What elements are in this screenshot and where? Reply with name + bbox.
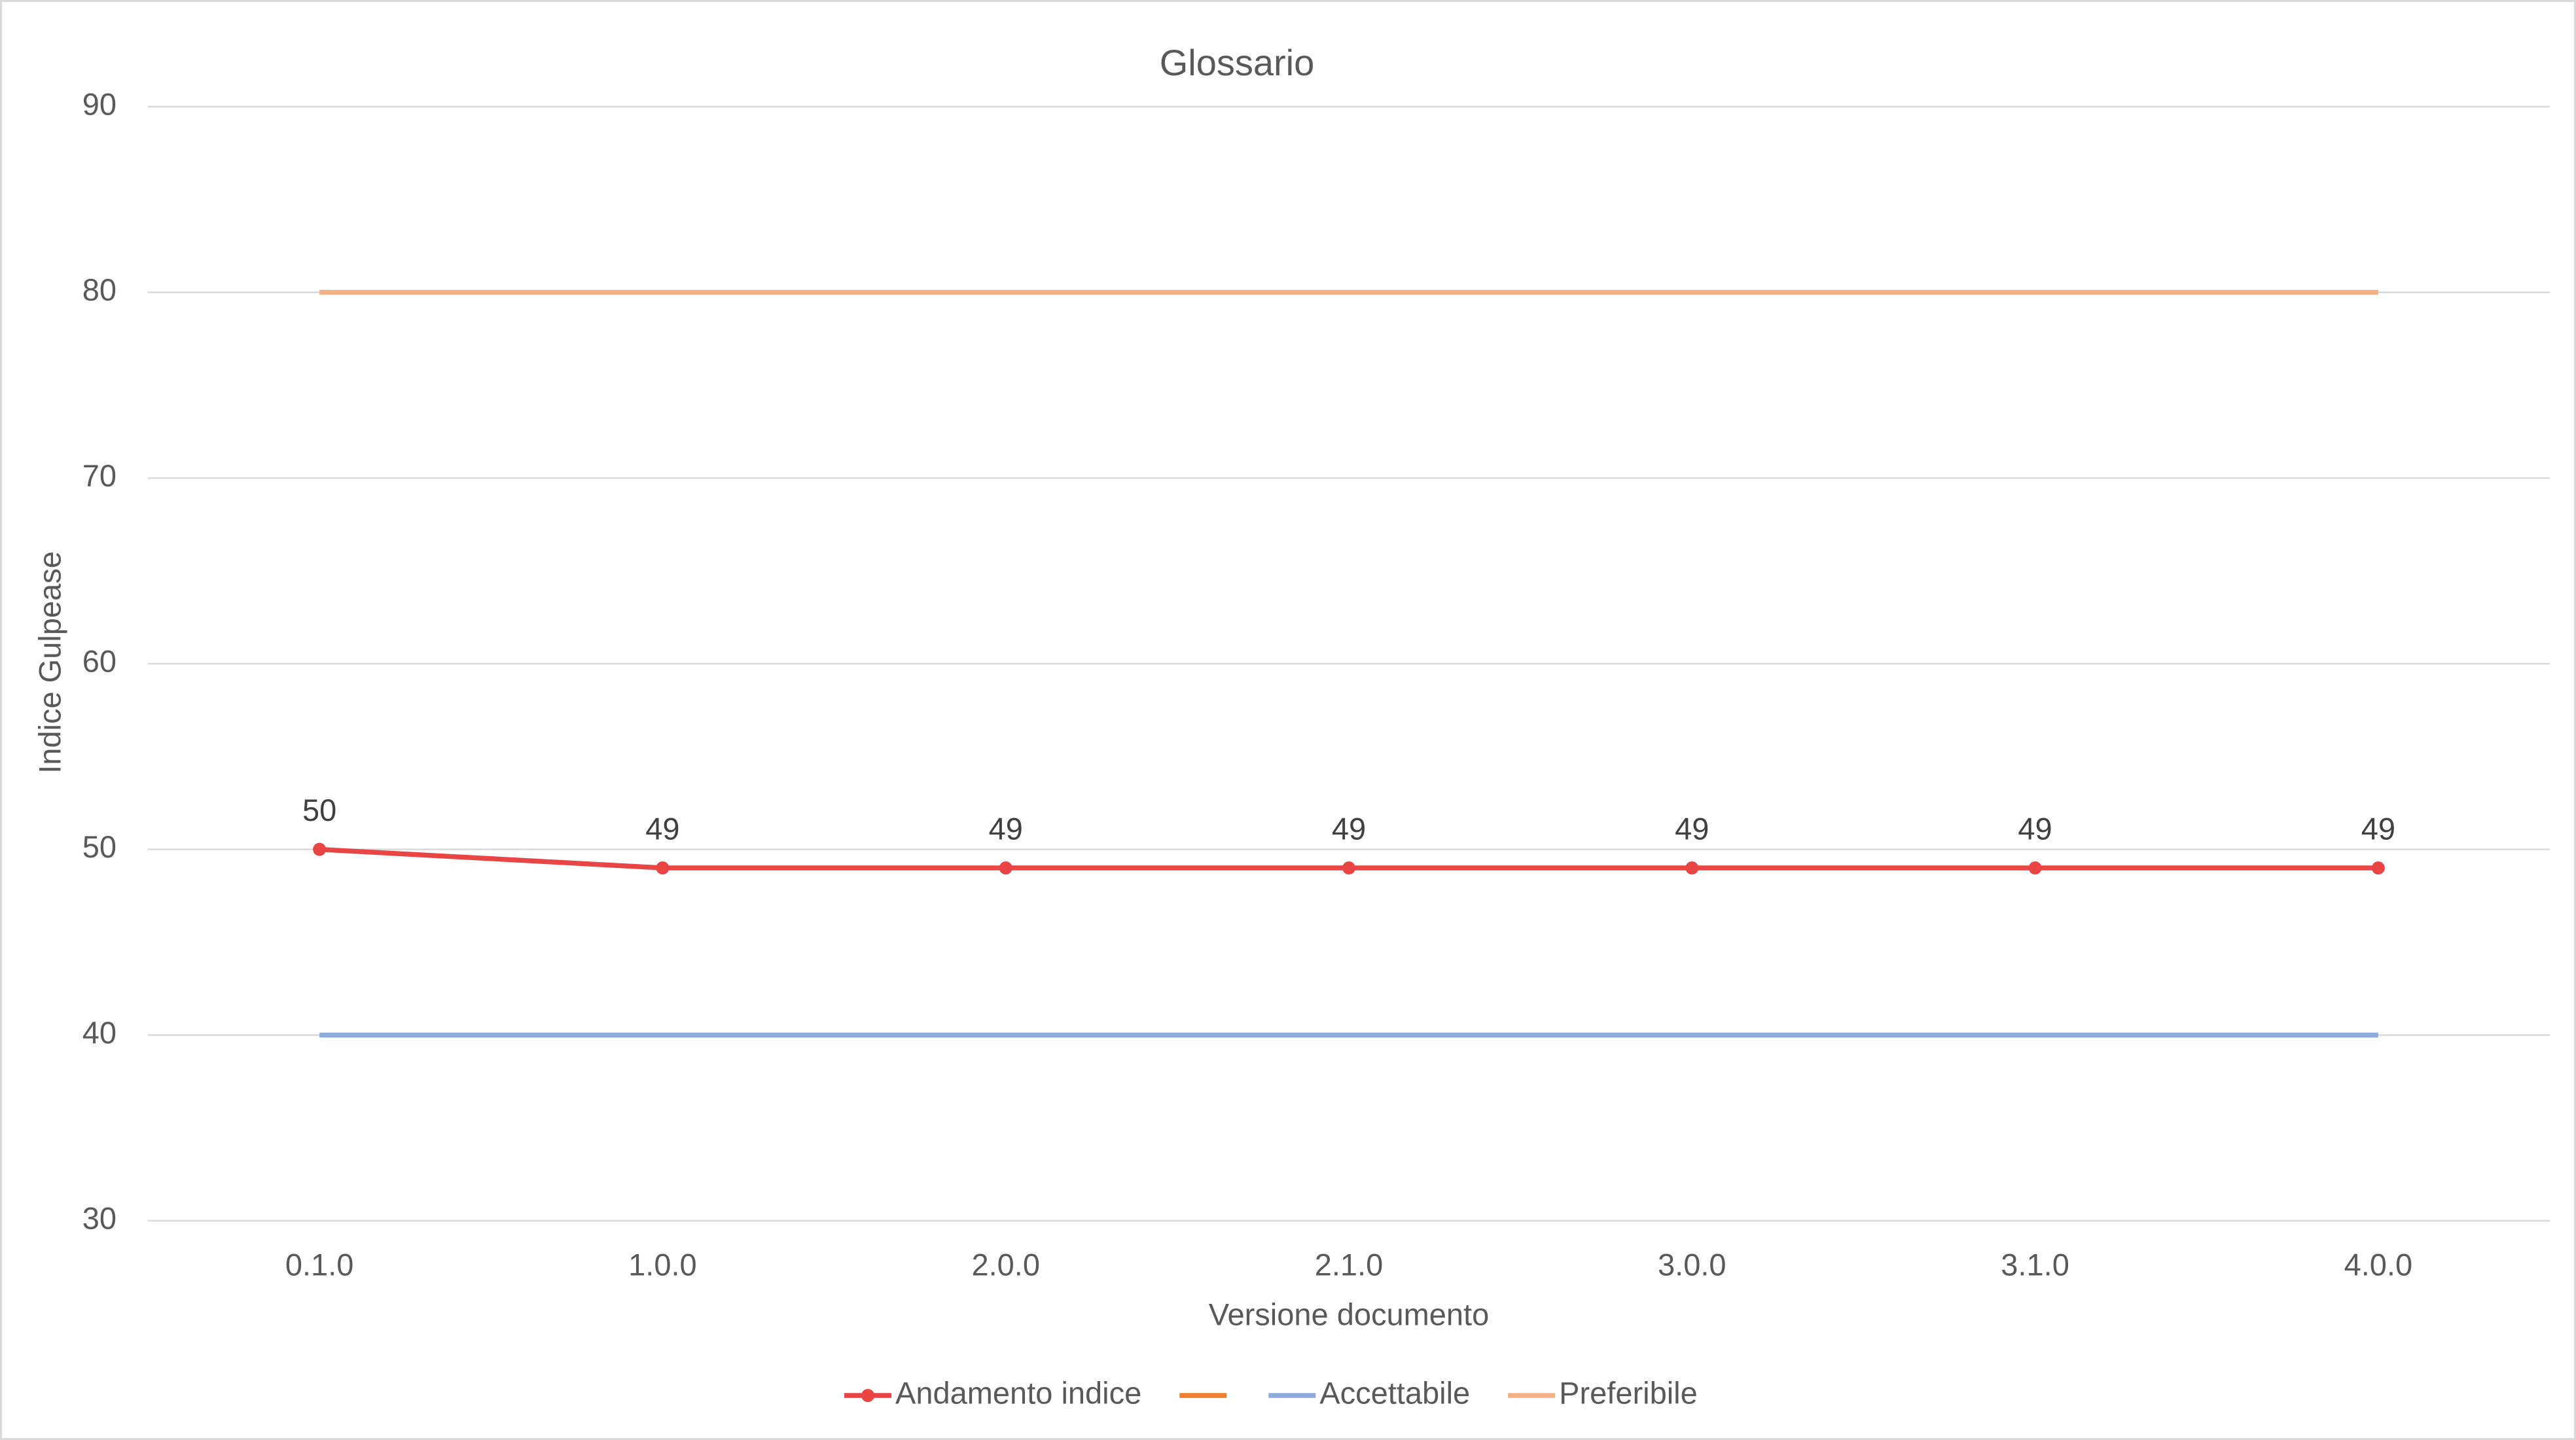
x-tick-label: 3.1.0 (2001, 1247, 2069, 1282)
marker (999, 861, 1012, 875)
data-label: 49 (645, 811, 679, 846)
legend-label: Accettabile (1319, 1375, 1470, 1410)
data-label: 49 (2361, 811, 2395, 846)
y-tick-label: 40 (82, 1015, 116, 1050)
data-label: 50 (302, 793, 336, 827)
y-tick-label: 70 (82, 458, 116, 493)
x-tick-label: 3.0.0 (1658, 1247, 1726, 1282)
data-label: 49 (989, 811, 1023, 846)
x-axis-title: Versione documento (1209, 1297, 1490, 1331)
y-tick-label: 80 (82, 272, 116, 307)
marker (1342, 861, 1355, 875)
y-axis-title: Indice Gulpease (32, 551, 67, 774)
y-tick-label: 60 (82, 643, 116, 678)
x-tick-label: 2.1.0 (1315, 1247, 1384, 1282)
x-tick-label: 4.0.0 (2344, 1247, 2413, 1282)
marker (1685, 861, 1699, 875)
marker (313, 842, 327, 856)
y-tick-label: 30 (82, 1200, 116, 1235)
data-label: 49 (1675, 811, 1709, 846)
marker (2028, 861, 2042, 875)
y-tick-label: 90 (82, 86, 116, 121)
y-tick-label: 50 (82, 829, 116, 864)
legend-marker (861, 1389, 874, 1402)
x-tick-label: 2.0.0 (971, 1247, 1040, 1282)
data-label: 49 (2018, 811, 2052, 846)
legend-label: Andamento indice (895, 1375, 1141, 1410)
marker (2371, 861, 2385, 875)
x-tick-label: 1.0.0 (628, 1247, 697, 1282)
chart-title: Glossario (1160, 42, 1315, 83)
legend-label: Preferibile (1559, 1375, 1698, 1410)
marker (656, 861, 670, 875)
x-tick-label: 0.1.0 (285, 1247, 354, 1282)
data-label: 49 (1332, 811, 1366, 846)
